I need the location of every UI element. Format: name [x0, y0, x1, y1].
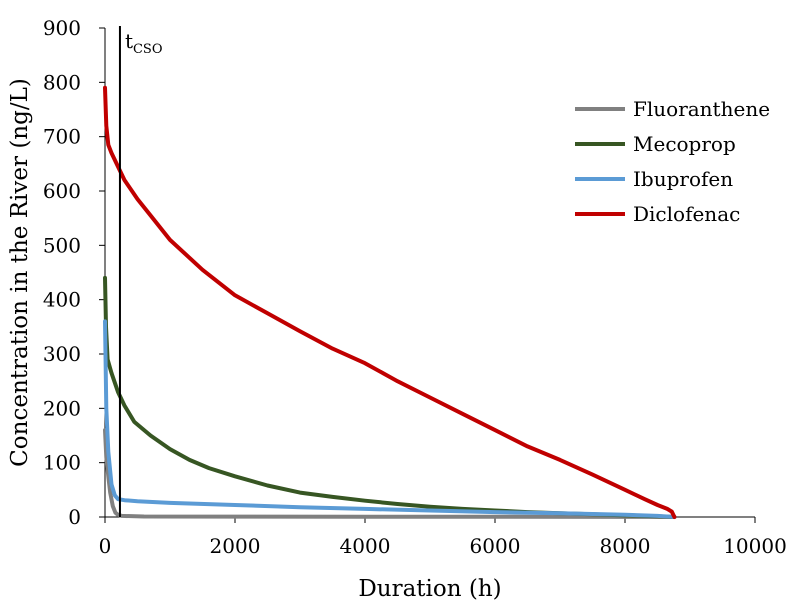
legend-label: Ibuprofen — [633, 167, 733, 191]
series-line-mecoprop — [103, 275, 677, 519]
series-line-diclofenac — [103, 85, 677, 519]
y-tick-label: 300 — [43, 342, 81, 366]
x-tick-label: 10000 — [723, 534, 787, 558]
x-axis-title: Duration (h) — [358, 576, 501, 601]
y-tick-label: 400 — [43, 288, 81, 312]
legend-label: Mecoprop — [633, 132, 736, 156]
legend-label: Diclofenac — [633, 202, 740, 226]
axes: 0 2000 4000 6000 8000 10000 0 100 200 300 400 500 6… — [43, 16, 787, 558]
y-tick-label: 500 — [43, 233, 81, 257]
y-tick-label: 800 — [43, 70, 81, 94]
y-tick-label: 200 — [43, 396, 81, 420]
annotation-label: tCSO — [125, 29, 163, 57]
legend-label: Fluoranthene — [633, 97, 770, 121]
x-tick-label: 6000 — [470, 534, 521, 558]
series-group — [103, 85, 677, 519]
y-axis-title: Concentration in the River (ng/L) — [7, 78, 33, 467]
y-tick-label: 100 — [43, 451, 81, 475]
annotation-label-sub: CSO — [133, 42, 163, 57]
x-tick-label: 2000 — [210, 534, 261, 558]
annotation-label-main: t — [125, 29, 133, 53]
y-tick-label: 600 — [43, 179, 81, 203]
annotation-group: tCSO — [118, 26, 163, 517]
legend: Fluoranthene Mecoprop Ibuprofen Diclofenac — [575, 97, 770, 226]
x-tick-label: 4000 — [340, 534, 391, 558]
y-ticks: 0 100 200 300 400 500 600 700 800 900 — [43, 16, 105, 529]
y-tick-label: 700 — [43, 125, 81, 149]
y-tick-label: 0 — [68, 505, 81, 529]
series-line-ibuprofen — [103, 319, 677, 519]
x-ticks: 0 2000 4000 6000 8000 10000 — [99, 517, 787, 558]
x-tick-label: 0 — [99, 534, 112, 558]
x-tick-label: 8000 — [600, 534, 651, 558]
y-tick-label: 900 — [43, 16, 81, 40]
